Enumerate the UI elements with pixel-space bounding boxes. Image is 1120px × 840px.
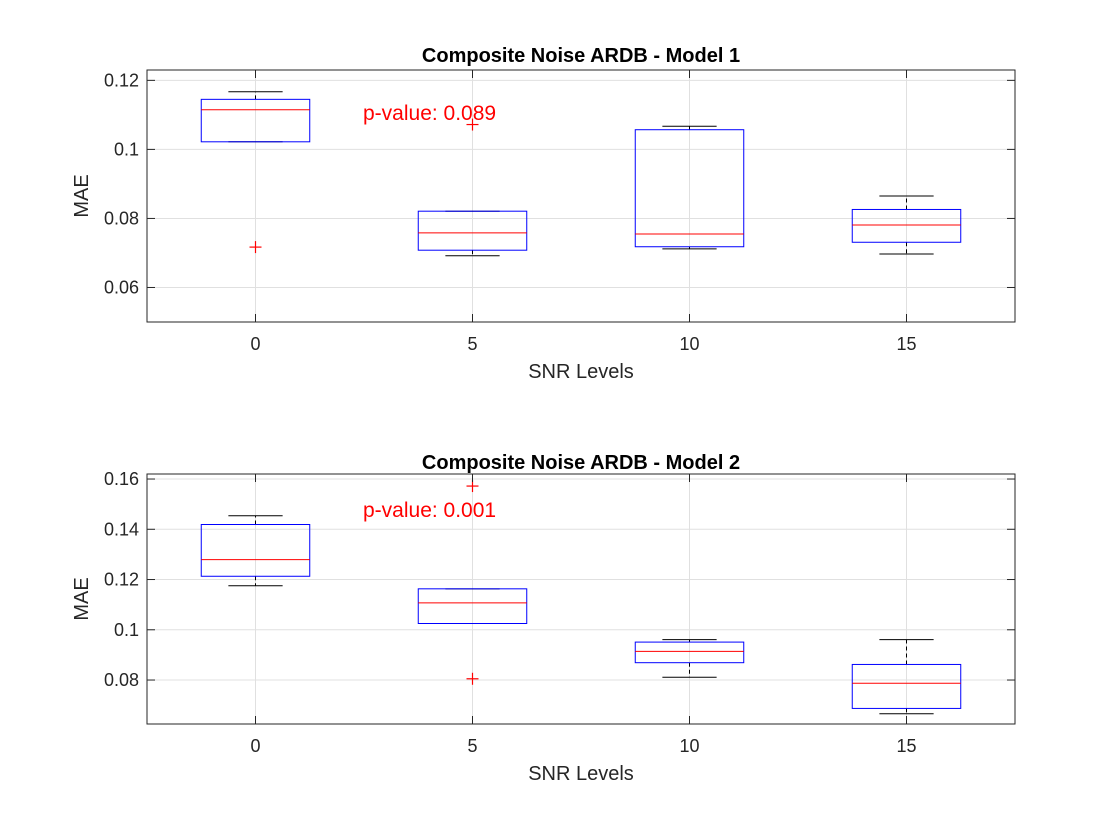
box-iqr [634,641,745,664]
x-tick-label: 15 [896,736,916,756]
y-tick-label: 0.08 [104,670,139,690]
p-value-annotation: p-value: 0.089 [363,102,496,125]
outlier-marker [466,480,479,493]
plot-area [147,474,1015,724]
y-tick-label: 0.12 [104,570,139,590]
plot-area [147,70,1015,322]
box-10 [634,639,745,678]
axes-frame [146,69,1016,323]
y-tick-label: 0.1 [114,620,139,640]
x-axis-label: SNR Levels [528,361,634,383]
box-iqr [417,588,528,624]
x-tick-label: 5 [467,334,477,354]
chart-1: 0 5 10 15 0.06 0.08 0.1 0.12 Composite Noise ARD… [71,45,1016,383]
box-15 [851,639,962,715]
x-tick-label: 10 [679,736,699,756]
chart-title: Composite Noise ARDB - Model 2 [422,452,740,474]
p-value-annotation: p-value: 0.001 [363,499,496,522]
box-iqr [417,210,528,251]
y-axis-label: MAE [71,174,93,217]
axes-frame [146,473,1016,725]
y-tick-label: 0.1 [114,139,139,159]
chart-title: Composite Noise ARDB - Model 1 [422,45,740,67]
y-tick-label: 0.16 [104,469,139,489]
y-tick-label: 0.06 [104,277,139,297]
box-iqr [634,129,745,248]
box-5 [417,480,528,685]
x-tick-label: 10 [679,334,699,354]
outlier-marker [466,118,479,131]
box-iqr [200,98,311,143]
box-10 [634,125,745,250]
y-tick-label: 0.14 [104,519,139,539]
box-0 [200,91,311,254]
x-tick-label: 0 [250,334,260,354]
x-axis-label: SNR Levels [528,763,634,785]
y-axis-label: MAE [71,577,93,620]
box-iqr [851,208,962,243]
outlier-marker [466,672,479,685]
chart-2: 0 5 10 15 0.08 0.1 0.12 0.14 0.16 Composite Noise… [71,452,1016,785]
y-tick-label: 0.08 [104,208,139,228]
box-15 [851,195,962,255]
box-iqr [200,524,311,577]
x-tick-label: 5 [467,736,477,756]
box-5 [417,118,528,257]
box-iqr [851,663,962,709]
box-0 [200,515,311,587]
x-tick-label: 15 [896,334,916,354]
x-tick-label: 0 [250,736,260,756]
outlier-marker [249,241,262,254]
y-tick-label: 0.12 [104,70,139,90]
